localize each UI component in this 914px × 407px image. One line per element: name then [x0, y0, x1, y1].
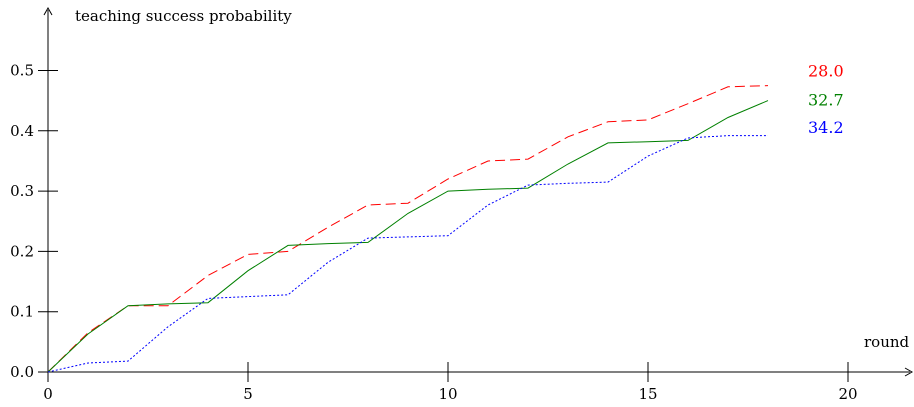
- y-axis-arrow: [43, 6, 53, 16]
- axes: [43, 6, 914, 377]
- x-axis-label: round: [864, 333, 910, 351]
- series-end-label-2: 32.7: [808, 90, 844, 109]
- series-line-2: [47, 100, 769, 373]
- x-tick-label: 20: [838, 385, 857, 403]
- end-labels: 28.0 32.7 34.2: [808, 62, 844, 138]
- series-end-label-3: 34.2: [808, 118, 844, 137]
- y-tick-label: 0.2: [10, 242, 34, 260]
- ticks: 0 5 10 15 20 0.0 0.1 0.2 0.3 0.4 0.5: [10, 62, 857, 404]
- y-tick-label: 0.0: [10, 363, 34, 381]
- series-end-label-1: 28.0: [808, 62, 844, 81]
- x-tick-label: 10: [438, 385, 457, 403]
- series-line-1: [47, 85, 769, 373]
- y-tick-label: 0.1: [10, 303, 34, 321]
- series-lines: [47, 85, 769, 373]
- x-tick-label: 5: [243, 385, 253, 403]
- y-tick-label: 0.5: [10, 62, 34, 80]
- x-axis-arrow: [904, 367, 914, 377]
- y-axis-label: teaching success probability: [75, 7, 292, 25]
- y-tick-label: 0.3: [10, 182, 34, 200]
- x-tick-label: 0: [43, 385, 53, 403]
- x-tick-label: 15: [638, 385, 657, 403]
- y-tick-label: 0.4: [10, 122, 34, 140]
- series-line-3: [47, 135, 768, 373]
